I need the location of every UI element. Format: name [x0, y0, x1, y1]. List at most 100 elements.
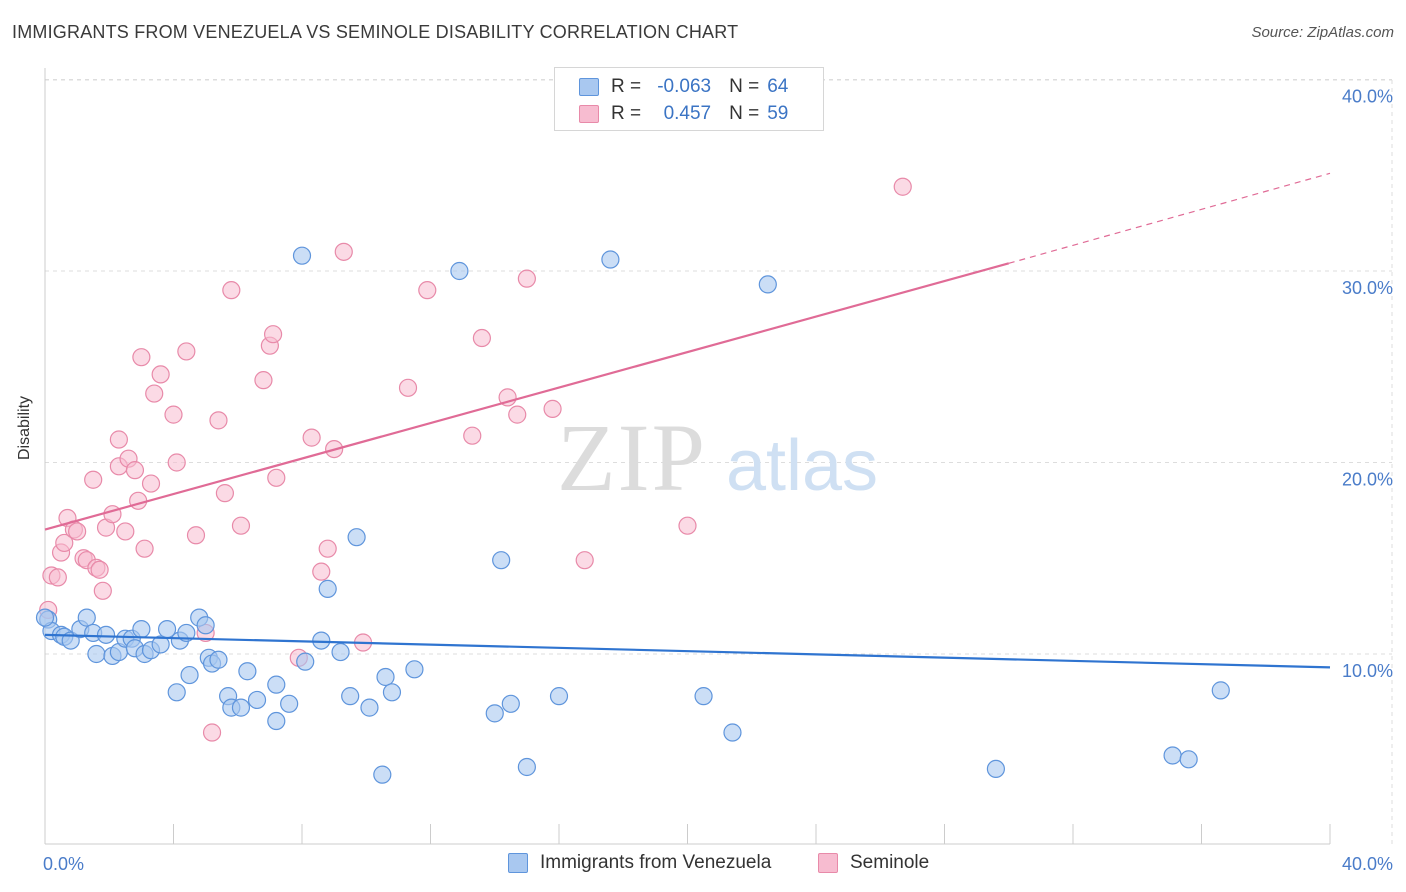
venezuela-point [492, 551, 511, 570]
venezuela-point [601, 250, 620, 269]
venezuela-point [376, 667, 395, 687]
legend-n-value: 59 [767, 103, 789, 124]
seminole-point [84, 470, 103, 489]
chart-title: IMMIGRANTS FROM VENEZUELA VS SEMINOLE DI… [12, 22, 739, 42]
venezuela-point [723, 723, 742, 742]
venezuela-point [35, 608, 55, 627]
seminole-point [398, 378, 418, 397]
venezuela-point [77, 608, 96, 627]
seminole-point [167, 453, 186, 472]
seminole-point [129, 491, 148, 510]
tick-labels: 10.0% 20.0% 30.0% 40.0% 0.0% 40.0% [43, 87, 1393, 875]
venezuela-point [331, 642, 350, 662]
venezuela-point [96, 625, 116, 644]
watermark-atlas: atlas [726, 426, 878, 506]
venezuela-point [318, 579, 337, 598]
venezuela-point [1211, 681, 1230, 700]
bottom-legend-label: Immigrants from Venezuela [540, 852, 772, 873]
venezuela-point [694, 687, 713, 706]
seminole-point [135, 539, 154, 558]
y-tick-label: 20.0% [1342, 470, 1393, 490]
seminole-point [48, 568, 67, 587]
seminole-point [267, 468, 286, 487]
seminole-point [55, 533, 74, 553]
bottom-legend-item-venezuela: Immigrants from Venezuela [508, 852, 771, 874]
bottom-legend-item-seminole: Seminole [818, 852, 929, 874]
venezuela-point [758, 275, 777, 294]
seminole-point [263, 325, 283, 344]
seminole-point [186, 526, 206, 545]
axes [44, 68, 1331, 845]
venezuela-point [373, 765, 392, 784]
seminole-point [472, 328, 491, 348]
venezuela-trend-line [44, 633, 1331, 669]
legend-r-value: -0.063 [657, 76, 712, 97]
venezuela-point [280, 694, 299, 713]
venezuela-point [405, 660, 424, 679]
seminole-point [68, 522, 87, 541]
y-tick-label: 30.0% [1342, 278, 1393, 298]
venezuela-point [247, 690, 267, 710]
bottom-legend-swatch-seminole [818, 853, 838, 873]
seminole-point [209, 411, 228, 430]
seminole-point [508, 405, 527, 424]
legend-r-label: R = [611, 103, 642, 124]
venezuela-point [312, 631, 331, 650]
venezuela-point [360, 698, 379, 717]
seminole-point [125, 461, 145, 480]
x-tick-label: 40.0% [1342, 854, 1393, 874]
venezuela-point [347, 528, 366, 547]
seminole-point [151, 365, 170, 384]
seminole-point [90, 560, 109, 579]
venezuela-point [1179, 750, 1198, 769]
seminole-point [302, 428, 321, 447]
y-tick-label: 40.0% [1342, 87, 1393, 107]
trend-lines [44, 172, 1331, 669]
venezuela-point [209, 650, 228, 669]
venezuela-point [986, 759, 1006, 779]
seminole-point [418, 281, 437, 300]
venezuela-point [267, 711, 286, 731]
venezuela-point [1163, 746, 1182, 765]
seminole-point [517, 269, 536, 288]
seminole-point [145, 384, 164, 403]
seminole-point [215, 484, 234, 503]
legend-n-label: N = [729, 76, 760, 97]
seminole-point [254, 371, 273, 390]
seminole-point [463, 426, 482, 445]
seminole-trend-extension [1008, 172, 1331, 264]
legend-row-seminole: R = 0.457 N = 59 [579, 101, 788, 127]
seminole-point [678, 516, 697, 535]
seminole-point [177, 342, 196, 361]
seminole-point [543, 399, 562, 418]
watermark: ZIP atlas [557, 404, 878, 511]
legend-n-label: N = [729, 103, 760, 124]
venezuela-point [177, 623, 196, 643]
venezuela-point [341, 687, 360, 706]
seminole-point [318, 539, 337, 558]
venezuela-point [87, 644, 106, 664]
seminole-point [202, 723, 222, 742]
series-venezuela-points [35, 246, 1230, 784]
seminole-point [312, 562, 331, 581]
seminole-point [575, 551, 594, 570]
venezuela-point [292, 246, 312, 265]
venezuela-point [485, 704, 504, 723]
seminole-point [222, 281, 241, 300]
legend-swatch-seminole [579, 105, 599, 123]
legend-r-label: R = [611, 76, 642, 97]
venezuela-point [180, 665, 199, 685]
seminole-trend-line [44, 262, 1010, 531]
venezuela-point [517, 757, 536, 777]
grid-lines [45, 79, 1393, 844]
watermark-zip: ZIP [557, 404, 707, 511]
seminole-point [141, 474, 161, 493]
venezuela-point [238, 662, 257, 681]
venezuela-point [132, 620, 151, 639]
seminole-point [109, 430, 128, 449]
venezuela-point [167, 683, 186, 702]
venezuela-point [296, 652, 315, 671]
x-tick-label: 0.0% [43, 854, 84, 874]
venezuela-point [450, 261, 469, 281]
